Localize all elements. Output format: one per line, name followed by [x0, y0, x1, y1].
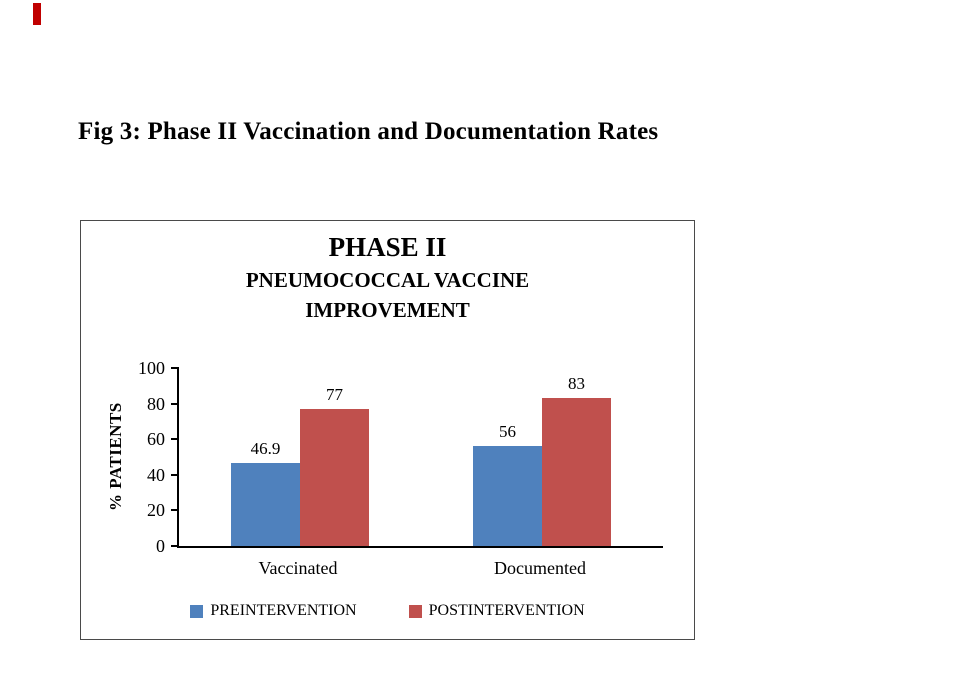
chart-title: PHASE II PNEUMOCOCCAL VACCINE IMPROVEMEN…: [81, 231, 694, 326]
chart-title-line2: PNEUMOCOCCAL VACCINE: [245, 267, 530, 292]
bar-value-label: 46.9: [250, 438, 281, 458]
y-tick-mark: [171, 367, 179, 369]
category-axis: Vaccinated Documented: [177, 558, 661, 579]
bar-value-label: 83: [568, 374, 585, 394]
bar-rect: [300, 408, 369, 546]
legend: PREINTERVENTION POSTINTERVENTION: [81, 602, 694, 620]
bar-rect: [231, 462, 300, 546]
chart-title-line3: IMPROVEMENT: [305, 298, 470, 323]
bar-group-documented: 56 83: [421, 368, 663, 546]
chart-frame: PHASE II PNEUMOCOCCAL VACCINE IMPROVEMEN…: [80, 220, 695, 640]
bar-postintervention-vaccinated: 77: [300, 368, 369, 546]
red-cursor-mark: [33, 3, 41, 25]
legend-swatch: [408, 604, 422, 618]
figure-caption: Fig 3: Phase II Vaccination and Document…: [78, 118, 659, 145]
y-tick-mark: [171, 402, 179, 405]
bar-value-label: 56: [499, 422, 516, 442]
y-tick-label: 40: [147, 464, 165, 485]
category-label-documented: Documented: [494, 558, 586, 578]
y-tick-mark: [171, 509, 179, 512]
plot-area: 0 20 40 60 80 100 46.9 77 56 83: [138, 359, 663, 555]
y-tick-label: 0: [156, 536, 165, 556]
y-tick-label: 60: [147, 429, 165, 450]
legend-label: PREINTERVENTION: [210, 602, 357, 619]
legend-label: POSTINTERVENTION: [428, 602, 585, 619]
legend-item-postintervention: POSTINTERVENTION: [408, 602, 585, 620]
y-tick-label: 20: [147, 500, 165, 521]
bar-group-vaccinated: 46.9 77: [179, 368, 421, 546]
bar-value-label: 77: [326, 384, 343, 404]
bar-preintervention-vaccinated: 46.9: [231, 368, 300, 546]
category-label-vaccinated: Vaccinated: [258, 558, 338, 578]
bar-preintervention-documented: 56: [473, 368, 542, 546]
bar-rect: [542, 398, 611, 546]
y-tick-mark: [171, 473, 179, 476]
y-axis-label: % PATIENTS: [106, 402, 125, 512]
bar-groups: 46.9 77 56 83: [179, 368, 663, 546]
y-tick-label: 100: [138, 358, 165, 378]
bar-postintervention-documented: 83: [542, 368, 611, 546]
legend-item-preintervention: PREINTERVENTION: [190, 602, 357, 620]
y-tick-mark: [171, 545, 179, 547]
legend-swatch: [190, 604, 204, 618]
y-tick-label: 80: [147, 393, 165, 414]
y-tick-mark: [171, 438, 179, 441]
chart-title-line1: PHASE II: [328, 232, 447, 262]
bar-rect: [473, 446, 542, 546]
